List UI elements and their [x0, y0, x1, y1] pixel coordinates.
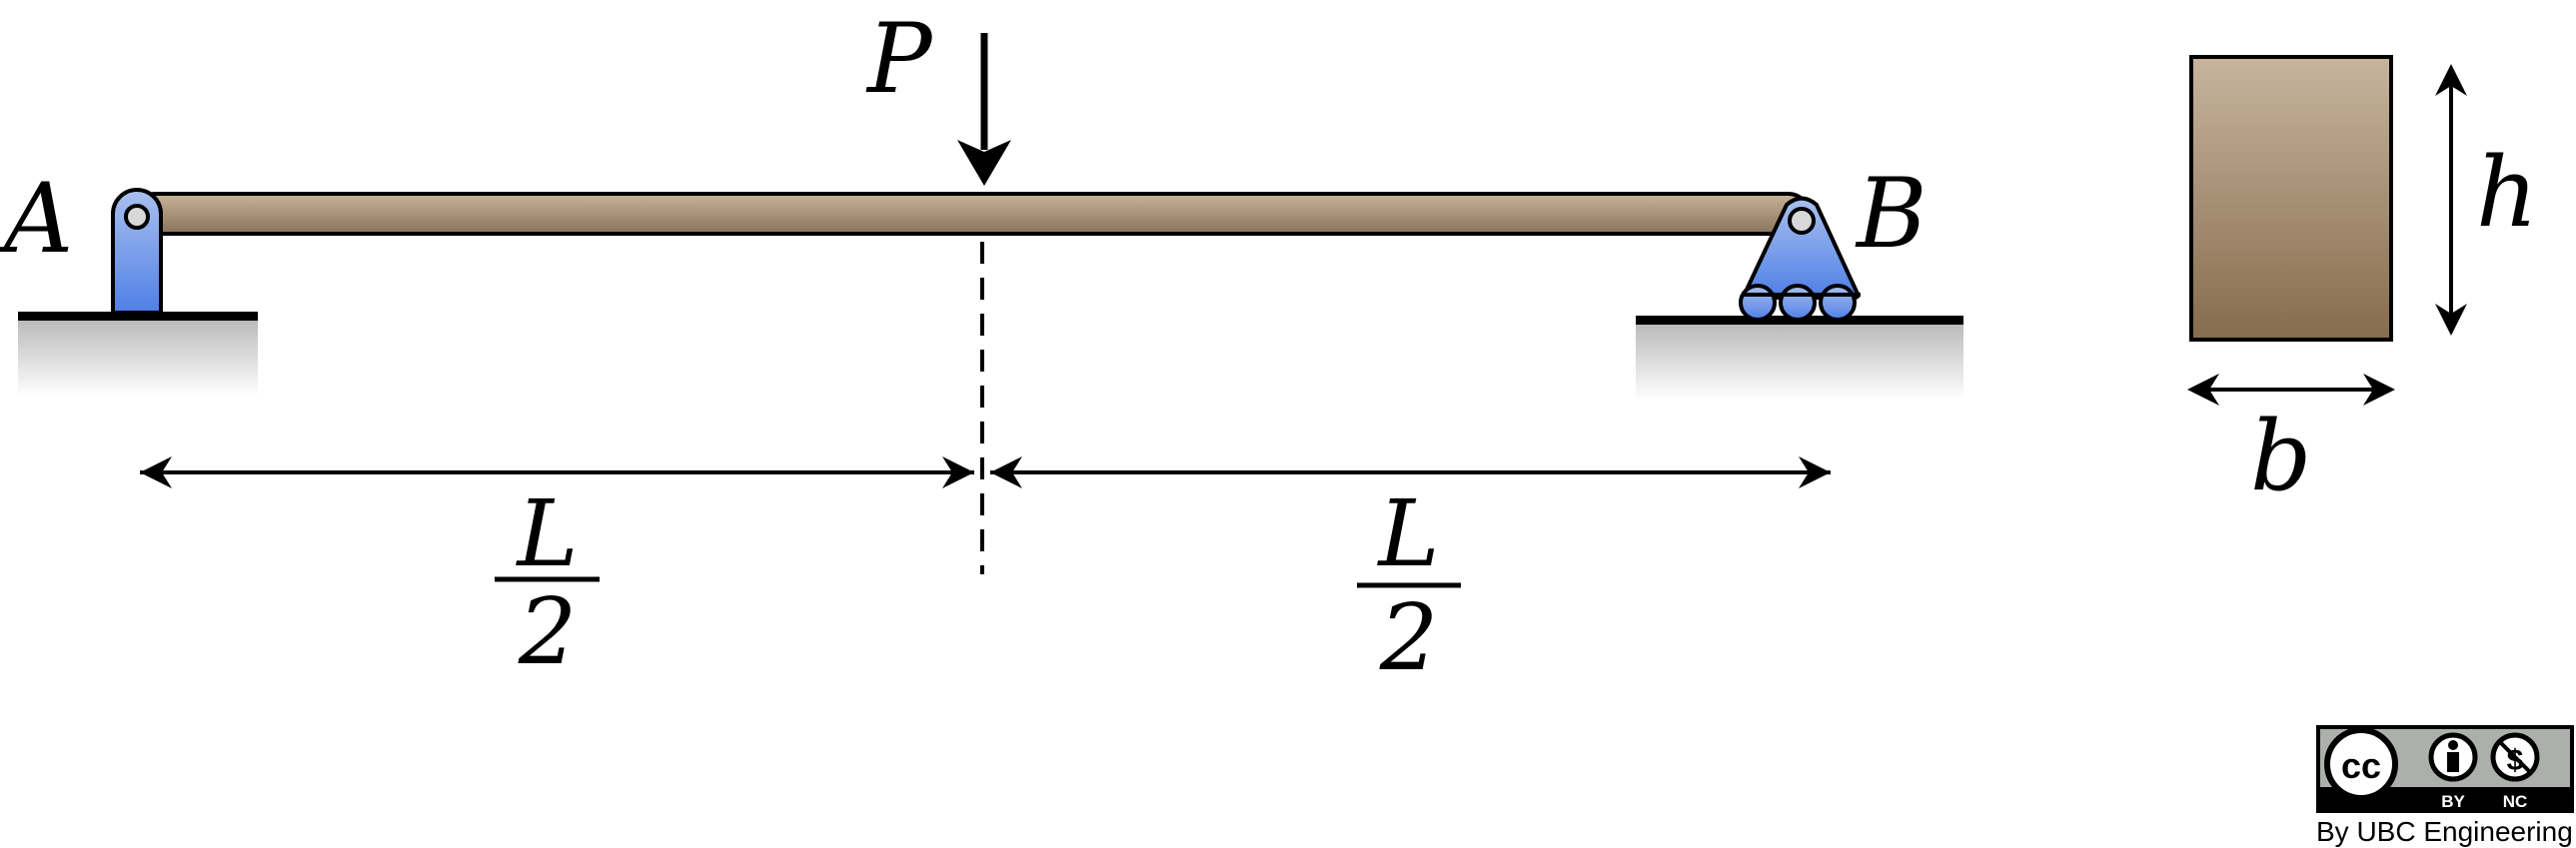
- noncommercial-icon: $: [2490, 732, 2540, 782]
- left-span-label: L 2: [495, 480, 600, 685]
- license-nc-label: NC: [2503, 792, 2528, 811]
- license-by-label: BY: [2441, 792, 2465, 811]
- section-height-label: h: [2476, 137, 2538, 249]
- height-dimension: [2435, 64, 2467, 336]
- left-span-denominator: 2: [518, 578, 578, 685]
- ground-right: [1636, 316, 1963, 400]
- support-b-label: B: [1855, 158, 1928, 270]
- section-width-label: b: [2250, 401, 2311, 512]
- load-arrow: [957, 33, 1011, 186]
- credit-text: By UBC Engineering: [2316, 816, 2573, 847]
- beam: [133, 192, 1811, 236]
- svg-text:cc: cc: [2341, 745, 2381, 786]
- width-dimension: [2187, 374, 2395, 406]
- left-span-numerator: L: [515, 480, 578, 587]
- load-label: P: [865, 3, 933, 115]
- cc-logo-icon: cc: [2324, 727, 2398, 801]
- right-span-label: L 2: [1357, 480, 1461, 691]
- right-span-numerator: L: [1376, 480, 1439, 587]
- support-a-label: A: [0, 163, 73, 275]
- right-span-denominator: 2: [1379, 584, 1439, 691]
- attribution-icon: [2428, 732, 2478, 782]
- pin-support-icon: [111, 188, 163, 315]
- left-span-dimension: [140, 456, 974, 488]
- cc-license-badge: cc $ BY NC: [2316, 725, 2574, 813]
- ground-left: [18, 312, 258, 396]
- cross-section: [2189, 55, 2393, 342]
- roller-support-icon: [1739, 196, 1861, 322]
- right-span-dimension: [990, 456, 1831, 488]
